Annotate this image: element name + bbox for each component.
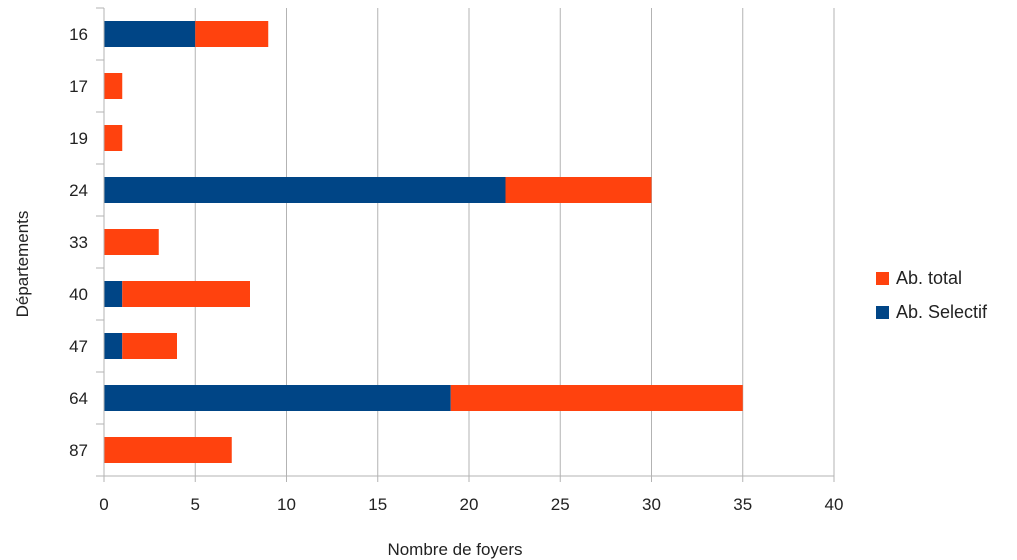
legend-label-0: Ab. total: [896, 268, 962, 288]
y-tick-label-87: 87: [69, 441, 88, 460]
bar-16-series-0: [104, 21, 195, 47]
y-tick-label-33: 33: [69, 233, 88, 252]
y-tick-label-17: 17: [69, 77, 88, 96]
legend-swatch-1: [876, 306, 889, 319]
bar-64-series-1: [451, 385, 743, 411]
bar-17-series-1: [104, 73, 122, 99]
y-tick-label-16: 16: [69, 25, 88, 44]
bar-47-series-0: [104, 333, 122, 359]
x-tick-label-7: 35: [733, 495, 752, 514]
bar-24-series-1: [506, 177, 652, 203]
y-tick-label-24: 24: [69, 181, 88, 200]
y-tick-label-40: 40: [69, 285, 88, 304]
y-tick-label-19: 19: [69, 129, 88, 148]
bar-64-series-0: [104, 385, 451, 411]
bar-16-series-1: [195, 21, 268, 47]
legend: Ab. total Ab. Selectif: [876, 268, 988, 322]
x-tick-label-3: 15: [368, 495, 387, 514]
x-axis-label: Nombre de foyers: [387, 540, 522, 559]
x-tick-label-1: 5: [191, 495, 200, 514]
y-tick-labels: 16 17 19 24 33 40 47 64 87: [69, 25, 88, 460]
x-tick-label-2: 10: [277, 495, 296, 514]
x-tick-label-4: 20: [460, 495, 479, 514]
bar-87-series-1: [104, 437, 232, 463]
y-axis-label: Départements: [13, 211, 32, 318]
bar-40-series-0: [104, 281, 122, 307]
bar-40-series-1: [122, 281, 250, 307]
bar-19-series-1: [104, 125, 122, 151]
x-tick-label-8: 40: [825, 495, 844, 514]
bar-24-series-0: [104, 177, 506, 203]
bars: [104, 21, 743, 463]
x-tick-label-6: 30: [642, 495, 661, 514]
legend-label-1: Ab. Selectif: [896, 302, 988, 322]
y-tick-label-64: 64: [69, 389, 88, 408]
x-tick-labels: 0 5 10 15 20 25 30 35 40: [99, 495, 843, 514]
bar-47-series-1: [122, 333, 177, 359]
x-tick-label-5: 25: [551, 495, 570, 514]
y-tick-label-47: 47: [69, 337, 88, 356]
bar-33-series-1: [104, 229, 159, 255]
x-tick-label-0: 0: [99, 495, 108, 514]
legend-swatch-0: [876, 272, 889, 285]
